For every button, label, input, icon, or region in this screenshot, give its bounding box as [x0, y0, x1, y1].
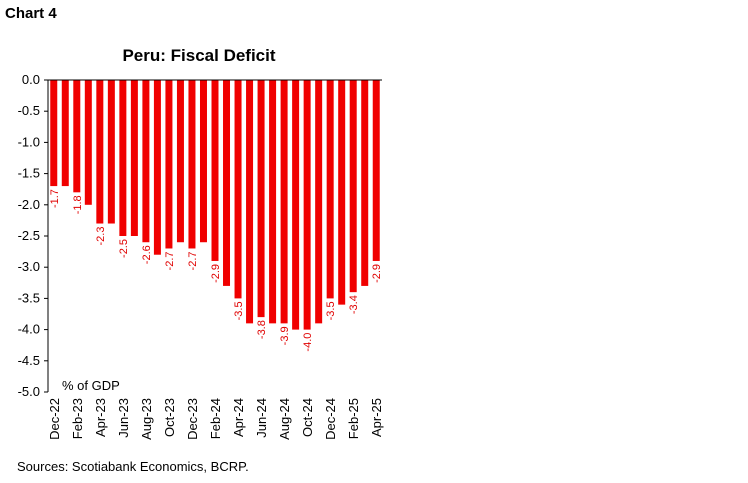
x-tick-label: Aug-24 [277, 398, 292, 440]
y-tick-label: -3.0 [18, 259, 40, 274]
bar-Dec-23 [188, 80, 196, 249]
y-axis: 0.0 -0.5 -1.0 -1.5 -2.0 -2.5 -3.0 -3.5 -4.0 -4.5 -… [18, 72, 49, 399]
bar-Dec-22 [50, 80, 58, 187]
data-label: -4.0 [302, 333, 314, 352]
bar-Feb-23 [73, 80, 81, 193]
y-tick-label: -4.5 [18, 353, 40, 368]
data-label: -2.9 [371, 264, 383, 283]
data-label: -3.4 [348, 295, 360, 314]
y-tick-label: 0.0 [22, 72, 40, 87]
data-label: -2.6 [141, 245, 153, 264]
bar-Feb-24 [211, 80, 219, 261]
x-tick-label: Jun-24 [254, 398, 269, 438]
bar-Jun-24 [257, 80, 265, 318]
x-tick-label: Oct-23 [162, 398, 177, 437]
y-tick-label: -0.5 [18, 103, 40, 118]
bar-Apr-23 [96, 80, 104, 224]
bar-Dec-24 [326, 80, 334, 299]
x-tick-label: Feb-23 [70, 398, 85, 439]
bar-Jul-24 [269, 80, 277, 324]
x-axis: Dec-22 Feb-23 Apr-23 Jun-23 Aug-23 Oct-23 Dec-… [47, 79, 384, 440]
x-tick-label: Dec-22 [47, 398, 62, 440]
bar-Mar-24 [223, 80, 231, 286]
x-tick-label: Apr-24 [231, 398, 246, 437]
bar-Jul-23 [130, 80, 138, 236]
unit-label: % of GDP [62, 378, 120, 393]
data-labels: -1.7 -1.8 -2.3 -2.5 -2.6 -2.7 -2.7 -2.9 -3.5 -3.8… [49, 189, 383, 351]
chart-title: Peru: Fiscal Deficit [122, 46, 275, 65]
data-label: -2.9 [210, 264, 222, 283]
bar-Aug-24 [280, 80, 288, 324]
data-label: -2.5 [118, 239, 130, 258]
bar-Apr-25 [372, 80, 380, 261]
data-label: -2.3 [95, 227, 107, 246]
x-tick-label: Feb-24 [208, 398, 223, 439]
bar-Jun-23 [119, 80, 127, 236]
data-label: -3.5 [233, 301, 245, 320]
source-note: Sources: Scotiabank Economics, BCRP. [17, 459, 249, 474]
bar-Nov-24 [315, 80, 323, 324]
y-tick-label: -1.0 [18, 134, 40, 149]
x-tick-label: Oct-24 [300, 398, 315, 437]
bar-Aug-23 [142, 80, 150, 243]
x-tick-label: Dec-24 [323, 398, 338, 440]
data-label: -1.7 [49, 189, 61, 208]
bar-Sep-24 [292, 80, 300, 330]
data-label: -2.7 [187, 251, 199, 270]
bar-Jan-25 [338, 80, 346, 305]
data-label: -2.7 [164, 251, 176, 270]
bar-Mar-23 [84, 80, 92, 205]
bar-Jan-23 [61, 80, 69, 187]
bar-Nov-23 [176, 80, 184, 243]
y-tick-label: -2.0 [18, 197, 40, 212]
data-label: -3.8 [256, 320, 268, 339]
bar-May-23 [107, 80, 115, 224]
x-tick-label: Aug-23 [139, 398, 154, 440]
y-tick-label: -4.0 [18, 322, 40, 337]
x-tick-label: Apr-23 [93, 398, 108, 437]
bar-Feb-25 [349, 80, 357, 293]
data-label: -1.8 [72, 195, 84, 214]
y-tick-label: -3.5 [18, 290, 40, 305]
bar-Oct-23 [165, 80, 173, 249]
x-tick-label: Apr-25 [369, 398, 384, 437]
y-tick-label: -5.0 [18, 384, 40, 399]
data-label: -3.9 [279, 326, 291, 345]
x-tick-label: Dec-23 [185, 398, 200, 440]
x-tick-label: Feb-25 [346, 398, 361, 439]
bar-Jan-24 [199, 80, 207, 243]
bar-Mar-25 [361, 80, 369, 286]
bars [50, 80, 380, 330]
chart-number: Chart 4 [5, 5, 57, 22]
y-tick-label: -2.5 [18, 228, 40, 243]
x-tick-label: Jun-23 [116, 398, 131, 438]
data-label: -3.5 [325, 301, 337, 320]
bar-Oct-24 [303, 80, 311, 330]
bar-May-24 [246, 80, 254, 324]
y-tick-label: -1.5 [18, 166, 40, 181]
bar-Sep-23 [153, 80, 161, 255]
bar-Apr-24 [234, 80, 242, 299]
